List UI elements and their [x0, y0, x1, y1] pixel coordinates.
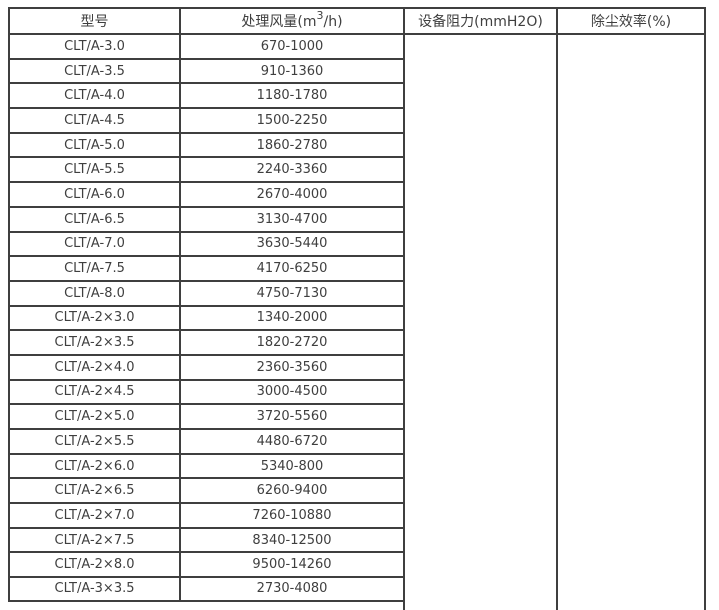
table-row: CLT/A-8.0 4750-7130 — [9, 280, 705, 306]
header-airflow-post: /h) — [323, 14, 343, 30]
table-row: CLT/A-3×3.5 2730-4080 — [9, 577, 705, 602]
model-cell: CLT/A-2×3.5 — [9, 330, 180, 355]
table-row: CLT/A-5.5 2240-3360 — [9, 157, 705, 183]
airflow-cell: 1820-2720 — [180, 330, 404, 355]
model-cell: CLT/A-6.5 — [9, 206, 180, 232]
model-cell: CLT/A-2×6.0 — [9, 453, 180, 479]
table-right-border-extension — [704, 600, 706, 610]
header-airflow-superscript: 3 — [316, 9, 324, 23]
model-cell: CLT/A-2×6.5 — [9, 478, 180, 504]
table-row: CLT/A-2×6.0 5340-800 — [9, 453, 705, 479]
model-cell: CLT/A-3×3.5 — [9, 577, 180, 602]
table-row: CLT/A-2×3.0 1340-2000 — [9, 305, 705, 331]
airflow-cell: 9500-14260 — [180, 552, 404, 578]
airflow-cell: 910-1360 — [180, 58, 404, 84]
airflow-cell: 1340-2000 — [180, 305, 404, 331]
table-row: CLT/A-2×5.5 4480-6720 — [9, 429, 705, 454]
airflow-cell: 7260-10880 — [180, 503, 404, 528]
header-row: 型号 处理风量(m3/h) 设备阻力(mmH2O) 除尘效率(%) — [9, 8, 705, 34]
airflow-cell: 3000-4500 — [180, 379, 404, 405]
airflow-cell: 670-1000 — [180, 34, 404, 59]
table-row: CLT/A-2×6.5 6260-9400 — [9, 478, 705, 504]
table-row: CLT/A-6.0 2670-4000 — [9, 182, 705, 207]
airflow-cell: 8340-12500 — [180, 527, 404, 553]
airflow-cell: 3720-5560 — [180, 404, 404, 429]
model-cell: CLT/A-2×7.5 — [9, 527, 180, 553]
resistance-column-left-border-extension — [403, 600, 405, 610]
resistance-merged-cell — [404, 34, 557, 602]
header-efficiency: 除尘效率(%) — [557, 8, 705, 34]
header-airflow: 处理风量(m3/h) — [180, 8, 404, 34]
airflow-cell: 5340-800 — [180, 453, 404, 479]
airflow-cell: 3130-4700 — [180, 206, 404, 232]
airflow-cell: 1180-1780 — [180, 83, 404, 109]
model-cell: CLT/A-2×5.0 — [9, 404, 180, 429]
airflow-cell: 2240-3360 — [180, 157, 404, 183]
table-row: CLT/A-2×3.5 1820-2720 — [9, 330, 705, 355]
model-cell: CLT/A-5.0 — [9, 132, 180, 158]
model-cell: CLT/A-4.5 — [9, 108, 180, 133]
airflow-cell: 4480-6720 — [180, 429, 404, 454]
table-row: CLT/A-4.5 1500-2250 — [9, 108, 705, 133]
model-cell: CLT/A-2×3.0 — [9, 305, 180, 331]
efficiency-merged-cell — [557, 34, 705, 602]
spec-table: 型号 处理风量(m3/h) 设备阻力(mmH2O) 除尘效率(%) CLT/A-… — [8, 7, 706, 602]
table-row: CLT/A-6.5 3130-4700 — [9, 206, 705, 232]
model-cell: CLT/A-3.5 — [9, 58, 180, 84]
model-cell: CLT/A-5.5 — [9, 157, 180, 183]
table-row: CLT/A-2×5.0 3720-5560 — [9, 404, 705, 429]
model-cell: CLT/A-2×7.0 — [9, 503, 180, 528]
header-resistance: 设备阻力(mmH2O) — [404, 8, 557, 34]
model-cell: CLT/A-2×5.5 — [9, 429, 180, 454]
table-row: CLT/A-7.0 3630-5440 — [9, 231, 705, 257]
table-row: CLT/A-2×4.0 2360-3560 — [9, 354, 705, 380]
model-cell: CLT/A-8.0 — [9, 280, 180, 306]
table-row: CLT/A-2×7.5 8340-12500 — [9, 527, 705, 553]
airflow-cell: 4170-6250 — [180, 256, 404, 281]
table-row: CLT/A-5.0 1860-2780 — [9, 132, 705, 158]
airflow-cell: 6260-9400 — [180, 478, 404, 504]
model-cell: CLT/A-2×4.0 — [9, 354, 180, 380]
model-cell: CLT/A-2×8.0 — [9, 552, 180, 578]
airflow-cell: 2360-3560 — [180, 354, 404, 380]
model-cell: CLT/A-2×4.5 — [9, 379, 180, 405]
table-row: CLT/A-2×7.0 7260-10880 — [9, 503, 705, 528]
table-row: CLT/A-2×4.5 3000-4500 — [9, 379, 705, 405]
model-cell: CLT/A-7.0 — [9, 231, 180, 257]
efficiency-column-left-border-extension — [556, 600, 558, 610]
airflow-cell: 1500-2250 — [180, 108, 404, 133]
table-row: CLT/A-7.5 4170-6250 — [9, 256, 705, 281]
model-cell: CLT/A-6.0 — [9, 182, 180, 207]
airflow-cell: 1860-2780 — [180, 132, 404, 158]
model-cell: CLT/A-7.5 — [9, 256, 180, 281]
table-row: CLT/A-4.0 1180-1780 — [9, 83, 705, 109]
table-header: 型号 处理风量(m3/h) 设备阻力(mmH2O) 除尘效率(%) — [9, 8, 705, 34]
table-row: CLT/A-2×8.0 9500-14260 — [9, 552, 705, 578]
header-model: 型号 — [9, 8, 180, 34]
model-cell: CLT/A-3.0 — [9, 34, 180, 59]
airflow-cell: 2670-4000 — [180, 182, 404, 207]
table-body: CLT/A-3.0 670-1000 CLT/A-3.5 910-1360 CLT/A-… — [9, 34, 705, 602]
airflow-cell: 4750-7130 — [180, 280, 404, 306]
table-row: CLT/A-3.5 910-1360 — [9, 58, 705, 84]
airflow-cell: 2730-4080 — [180, 577, 404, 602]
header-airflow-pre: 处理风量(m — [241, 14, 317, 30]
airflow-cell: 3630-5440 — [180, 231, 404, 257]
model-cell: CLT/A-4.0 — [9, 83, 180, 109]
table-row: CLT/A-3.0 670-1000 — [9, 34, 705, 602]
